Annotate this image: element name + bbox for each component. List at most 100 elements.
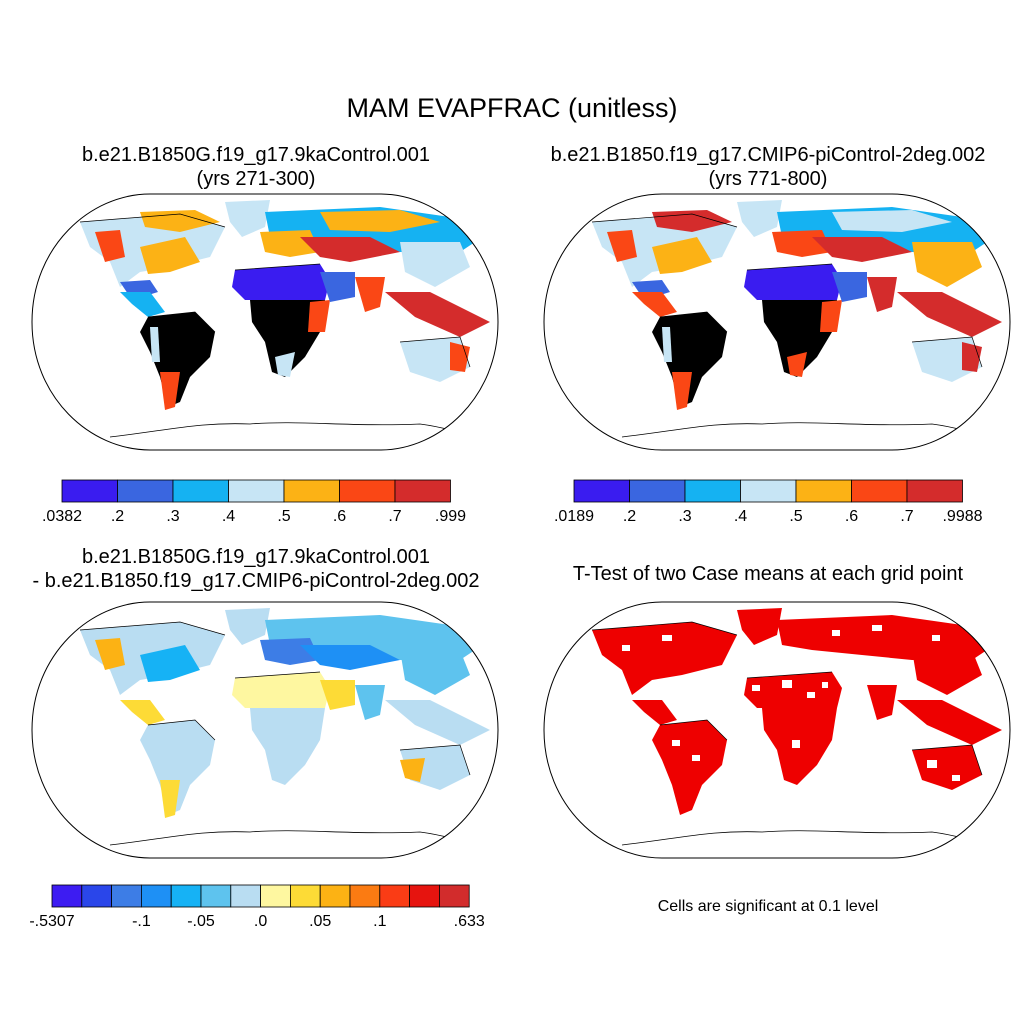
india xyxy=(355,277,385,312)
colorbar-1-swatch xyxy=(117,479,174,503)
na-east xyxy=(140,237,200,274)
mexico xyxy=(120,292,165,317)
map-panel-1 xyxy=(31,193,499,451)
colorbar-3-swatch xyxy=(81,884,112,908)
colorbar-1-label: .0382 xyxy=(42,508,82,525)
na-west xyxy=(95,230,125,262)
asia-east xyxy=(400,650,470,695)
africa-southtip xyxy=(275,352,295,377)
panel-2-case-name: b.e21.B1850.f19_g17.CMIP6-piControl-2deg… xyxy=(550,144,986,166)
colorbar-1-swatch xyxy=(228,479,285,503)
colorbar-3-swatch xyxy=(111,884,142,908)
panel-1-title: b.e21.B1850G.f19_g17.9kaControl.001 (yrs… xyxy=(0,143,512,191)
greenland xyxy=(737,200,782,237)
panel-1-case-name: b.e21.B1850G.f19_g17.9kaControl.001 xyxy=(81,144,431,166)
colorbar-3-swatch xyxy=(379,884,410,908)
eurasia-mid xyxy=(812,237,912,262)
colorbar-3-label: .0 xyxy=(254,913,267,930)
sa-south xyxy=(160,372,180,410)
colorbar-3-swatch xyxy=(200,884,232,908)
australia-east xyxy=(962,342,982,372)
map-3-frame xyxy=(31,601,499,859)
sa-south xyxy=(672,372,692,410)
africa-south xyxy=(250,708,325,785)
map-4-significant-cells xyxy=(591,608,1003,851)
colorbar-1-label: .999 xyxy=(435,508,466,525)
colorbar-1-label: .7 xyxy=(388,508,401,525)
eurasia-mid xyxy=(300,237,400,262)
colorbar-3-swatch xyxy=(319,884,351,908)
africa-east xyxy=(308,300,330,332)
sa-andes xyxy=(150,327,160,362)
colorbar-2-label: .4 xyxy=(734,508,747,525)
map-4-gaps xyxy=(622,625,960,781)
antarctica xyxy=(109,830,491,851)
colorbar-1-swatch xyxy=(394,479,451,503)
africa-east xyxy=(820,300,842,332)
europe xyxy=(772,230,832,257)
antarctica xyxy=(109,422,491,443)
colorbar-2-label: .3 xyxy=(678,508,691,525)
colorbar-3-swatch xyxy=(260,884,291,908)
colorbar-1-label: .6 xyxy=(333,508,346,525)
colorbar-3-label: -.1 xyxy=(132,913,151,930)
colorbar-2-swatch xyxy=(573,479,630,503)
panel-1-years: (yrs 271-300) xyxy=(196,168,316,190)
india xyxy=(355,685,385,720)
australia-west xyxy=(400,758,425,782)
europe xyxy=(260,230,320,257)
panel-4-title: T-Test of two Case means at each grid po… xyxy=(572,563,964,585)
siberia xyxy=(320,210,440,232)
colorbar-2-swatch xyxy=(684,479,741,503)
colorbar-2-swatch xyxy=(795,479,852,503)
africa-south xyxy=(250,300,325,377)
sahara xyxy=(744,264,842,300)
africa-southtip xyxy=(787,352,807,377)
siberia xyxy=(832,210,952,232)
colorbar-2-label: .0189 xyxy=(554,508,594,525)
colorbar-3-label: -.5307 xyxy=(29,913,74,930)
colorbar-2-label: .5 xyxy=(789,508,802,525)
panel-2-years: (yrs 771-800) xyxy=(708,168,828,190)
colorbar-3-swatch xyxy=(349,884,381,908)
colorbar-3-swatch xyxy=(289,884,321,908)
sa-body xyxy=(652,312,727,407)
map-panel-2 xyxy=(543,193,1011,451)
se-asia xyxy=(897,292,1002,337)
colorbar-3-swatch xyxy=(170,884,202,908)
map-4-frame xyxy=(543,601,1011,859)
colorbar-1-label: .4 xyxy=(222,508,235,525)
map-panel-3 xyxy=(31,601,499,859)
sahara xyxy=(232,264,330,300)
panel-3-case-a: b.e21.B1850G.f19_g17.9kaControl.001 xyxy=(81,546,431,568)
arabia xyxy=(832,272,867,302)
sa-andes xyxy=(662,327,672,362)
colorbar-2-swatch xyxy=(906,479,963,503)
significance-note: Cells are significant at 0.1 level xyxy=(657,898,879,915)
colorbar-3-label: .05 xyxy=(309,913,331,930)
colorbar-2-label: .6 xyxy=(845,508,858,525)
map-1-land-cells xyxy=(79,200,491,443)
eurasia-mid xyxy=(300,645,400,670)
colorbar-1-label: .5 xyxy=(277,508,290,525)
sa-body xyxy=(140,312,215,407)
se-asia xyxy=(385,292,490,337)
greenland xyxy=(225,608,270,645)
figure-title: MAM EVAPFRAC (unitless) xyxy=(346,93,678,123)
colorbar-3-swatch xyxy=(438,884,470,908)
mexico xyxy=(120,700,165,725)
colorbar-2-swatch xyxy=(629,479,686,503)
colorbar-panel-1: .0382 .2 .3 .4 .5 .6 .7 .999 xyxy=(42,479,466,525)
europe xyxy=(260,638,320,665)
panel-2-title: b.e21.B1850.f19_g17.CMIP6-piControl-2deg… xyxy=(512,143,1024,191)
colorbar-3-swatch xyxy=(409,884,440,908)
colorbar-3-label: .1 xyxy=(373,913,386,930)
colorbar-3-swatch xyxy=(141,884,172,908)
colorbar-2-swatch xyxy=(851,479,908,503)
map-2-frame xyxy=(543,193,1011,451)
colorbar-panel-3: -.5307 -.1 -.05 .0 .05 .1 .633 xyxy=(29,884,485,930)
colorbar-3-label: -.05 xyxy=(187,913,215,930)
antarctica xyxy=(621,830,1003,851)
colorbar-panel-2: .0189 .2 .3 .4 .5 .6 .7 .9988 xyxy=(554,479,983,525)
colorbar-1-swatch xyxy=(61,479,118,503)
